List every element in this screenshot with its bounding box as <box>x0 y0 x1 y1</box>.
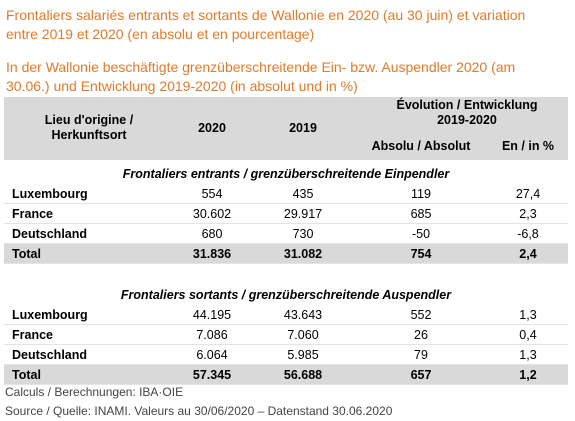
table-header: Lieu d'origine / Herkunftsort 2020 2019 … <box>4 97 568 160</box>
total-row: Total 57.345 56.688 657 1,2 <box>4 365 568 385</box>
footnote: Source / Quelle: INAMI. Valeurs au 30/06… <box>5 404 393 418</box>
cell-value: 2,3 <box>519 207 537 221</box>
header-cell: 2019 <box>289 121 317 135</box>
table-row: France 30.602 29.917 685 2,3 <box>4 204 568 224</box>
cell-value: 29.917 <box>283 207 323 221</box>
row-label: Luxembourg <box>12 308 88 322</box>
table-row: Luxembourg 44.195 43.643 552 1,3 <box>4 305 568 325</box>
cell-value: 657 <box>410 368 432 382</box>
row-label: Total <box>12 368 41 382</box>
cell-value: 5.985 <box>287 348 319 362</box>
cell-value: 26 <box>414 328 428 342</box>
row-label: Total <box>12 247 41 261</box>
cell-value: 7.060 <box>287 328 319 342</box>
header-cell: Lieu d'origine / Herkunftsort <box>44 113 134 142</box>
cell-value: 1,3 <box>519 348 537 362</box>
row-label: Luxembourg <box>12 187 88 201</box>
cell-value: 6.064 <box>196 348 228 362</box>
table-row: France 7.086 7.060 26 0,4 <box>4 325 568 345</box>
total-row: Total 31.836 31.082 754 2,4 <box>4 244 568 264</box>
row-label: Deutschland <box>12 348 88 362</box>
cell-value: 56.688 <box>283 368 323 382</box>
cell-value: 44.195 <box>192 308 232 322</box>
cell-value: 31.836 <box>192 247 232 261</box>
cell-value: 79 <box>414 348 428 362</box>
header-cell: 2020 <box>198 121 226 135</box>
header-cell: Absolu / Absolut <box>371 139 471 153</box>
cell-value: 1,3 <box>519 308 537 322</box>
header-cell: En / in % <box>501 139 555 153</box>
row-label: Deutschland <box>12 227 88 241</box>
cell-value: 1,2 <box>519 368 537 382</box>
cell-value: 27,4 <box>515 187 541 201</box>
cell-value: -6,8 <box>517 227 539 241</box>
cell-value: 7.086 <box>196 328 228 342</box>
table-row: Deutschland 6.064 5.985 79 1,3 <box>4 345 568 365</box>
cell-value: 730 <box>292 227 314 241</box>
cell-value: 680 <box>201 227 223 241</box>
row-label: France <box>12 207 53 221</box>
cell-value: 30.602 <box>192 207 232 221</box>
section-title: Frontaliers sortants / grenzüberschreite… <box>120 288 452 302</box>
title: Frontaliers salariés entrants et sortant… <box>6 7 526 42</box>
cell-value: 552 <box>410 308 432 322</box>
cell-value: 119 <box>411 187 431 201</box>
cell-value: 31.082 <box>283 247 323 261</box>
header-cell: Évolution / Entwicklung 2019-2020 <box>396 98 538 127</box>
cell-value: 754 <box>410 247 432 261</box>
cell-value: 57.345 <box>192 368 232 382</box>
row-label: France <box>12 328 53 342</box>
cell-value: 2,4 <box>519 247 537 261</box>
cell-value: 685 <box>410 207 432 221</box>
section-title: Frontaliers entrants / grenzüberschreite… <box>122 167 450 181</box>
footnote: Calculs / Berechnungen: IBA·OIE <box>5 385 184 399</box>
table-row: Deutschland 680 730 -50 -6,8 <box>4 224 568 244</box>
cell-value: -50 <box>411 227 431 241</box>
cell-value: 435 <box>292 187 314 201</box>
cell-value: 554 <box>201 187 223 201</box>
subtitle: In der Wallonie beschäftigte grenzübersc… <box>6 59 516 94</box>
cell-value: 0,4 <box>519 328 537 342</box>
table-row: Luxembourg 554 435 119 27,4 <box>4 184 568 204</box>
cell-value: 43.643 <box>283 308 323 322</box>
